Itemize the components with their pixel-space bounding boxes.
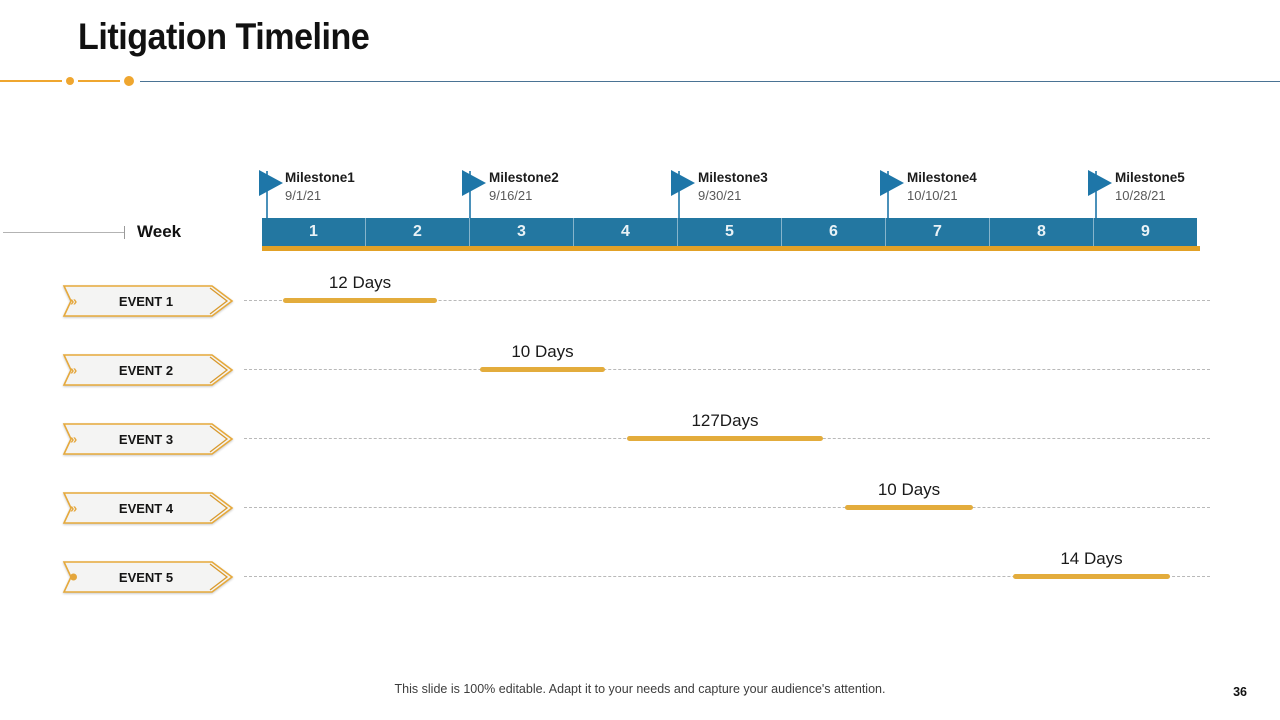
milestone-3-label: Milestone3 9/30/21 <box>698 170 768 203</box>
week-tick: 7 <box>886 218 990 246</box>
event-1-duration-bar <box>283 298 437 303</box>
week-scale-bar: 1 2 3 4 5 6 7 8 9 <box>262 218 1197 246</box>
header-rule-orange-segment-2 <box>78 80 120 82</box>
milestone-name: Milestone2 <box>489 170 559 185</box>
event-2-banner: EVENT 2 <box>62 353 240 387</box>
week-tick: 3 <box>470 218 574 246</box>
banner-dot-icon <box>70 573 77 581</box>
event-label: EVENT 2 <box>118 362 174 378</box>
event-4-duration-label: 10 Days <box>877 480 941 499</box>
flag-icon <box>880 170 904 218</box>
header-rule-orange-segment <box>0 80 62 82</box>
week-tick: 5 <box>678 218 782 246</box>
event-label: EVENT 1 <box>118 293 174 309</box>
event-2-duration-bar <box>480 367 605 372</box>
milestone-date: 9/1/21 <box>285 188 322 203</box>
event-3-duration-label: 127Days <box>691 411 759 430</box>
week-axis-label: Week <box>137 222 182 241</box>
event-4-banner: EVENT 4 <box>62 491 240 525</box>
milestone-4-label: Milestone4 10/10/21 <box>907 170 977 203</box>
milestone-1-label: Milestone1 9/1/21 <box>285 170 355 203</box>
event-4-guide-line <box>244 507 1210 508</box>
event-3-banner: EVENT 3 <box>62 422 240 456</box>
milestone-flag-3 <box>670 170 696 218</box>
week-axis-pointer-tick <box>124 226 125 239</box>
milestone-flag-4 <box>879 170 905 218</box>
milestone-date: 10/28/21 <box>1115 188 1166 203</box>
milestone-2-label: Milestone2 9/16/21 <box>489 170 559 203</box>
milestone-name: Milestone5 <box>1115 170 1185 185</box>
event-4-duration-bar <box>845 505 973 510</box>
week-tick: 2 <box>366 218 470 246</box>
event-5-duration-label: 14 Days <box>1060 549 1123 568</box>
week-tick: 8 <box>990 218 1094 246</box>
event-5-banner: EVENT 5 <box>62 560 240 594</box>
week-tick: 1 <box>262 218 366 246</box>
event-label: EVENT 4 <box>118 500 174 516</box>
flag-icon <box>259 170 283 218</box>
page-number: 36 <box>1233 685 1247 699</box>
milestone-name: Milestone3 <box>698 170 768 185</box>
event-label: EVENT 5 <box>118 569 174 585</box>
week-tick: 6 <box>782 218 886 246</box>
event-label: EVENT 3 <box>118 431 174 447</box>
header-rule-dot-large <box>124 76 134 86</box>
milestone-name: Milestone1 <box>285 170 355 185</box>
week-axis-pointer-line <box>3 232 124 233</box>
milestone-flag-1 <box>258 170 284 218</box>
event-1-duration-label: 12 Days <box>328 273 392 292</box>
week-tick: 9 <box>1141 223 1150 240</box>
milestone-date: 10/10/21 <box>907 188 958 203</box>
event-1-guide-line <box>244 300 1210 301</box>
milestone-date: 9/30/21 <box>698 188 742 203</box>
milestone-flag-2 <box>461 170 487 218</box>
event-5-duration-bar <box>1013 574 1170 579</box>
week-bar-gold-underline <box>262 246 1200 251</box>
event-1-banner: EVENT 1 <box>62 284 240 318</box>
milestone-date: 9/16/21 <box>489 188 533 203</box>
footer-note: This slide is 100% editable. Adapt it to… <box>394 682 886 696</box>
flag-icon <box>671 170 695 218</box>
flag-icon <box>1088 170 1112 218</box>
event-2-duration-label: 10 Days <box>511 342 574 361</box>
flag-icon <box>462 170 486 218</box>
page-title: Litigation Timeline <box>78 16 370 57</box>
milestone-flag-5 <box>1087 170 1113 218</box>
milestone-name: Milestone4 <box>907 170 977 185</box>
header-rule-dot-small <box>66 77 74 85</box>
event-2-guide-line <box>244 369 1210 370</box>
header-rule-blue-segment <box>140 80 1280 82</box>
event-3-duration-bar <box>627 436 823 441</box>
event-5-guide-line <box>244 576 1210 577</box>
milestone-5-label: Milestone5 10/28/21 <box>1115 170 1185 203</box>
week-tick: 4 <box>574 218 678 246</box>
